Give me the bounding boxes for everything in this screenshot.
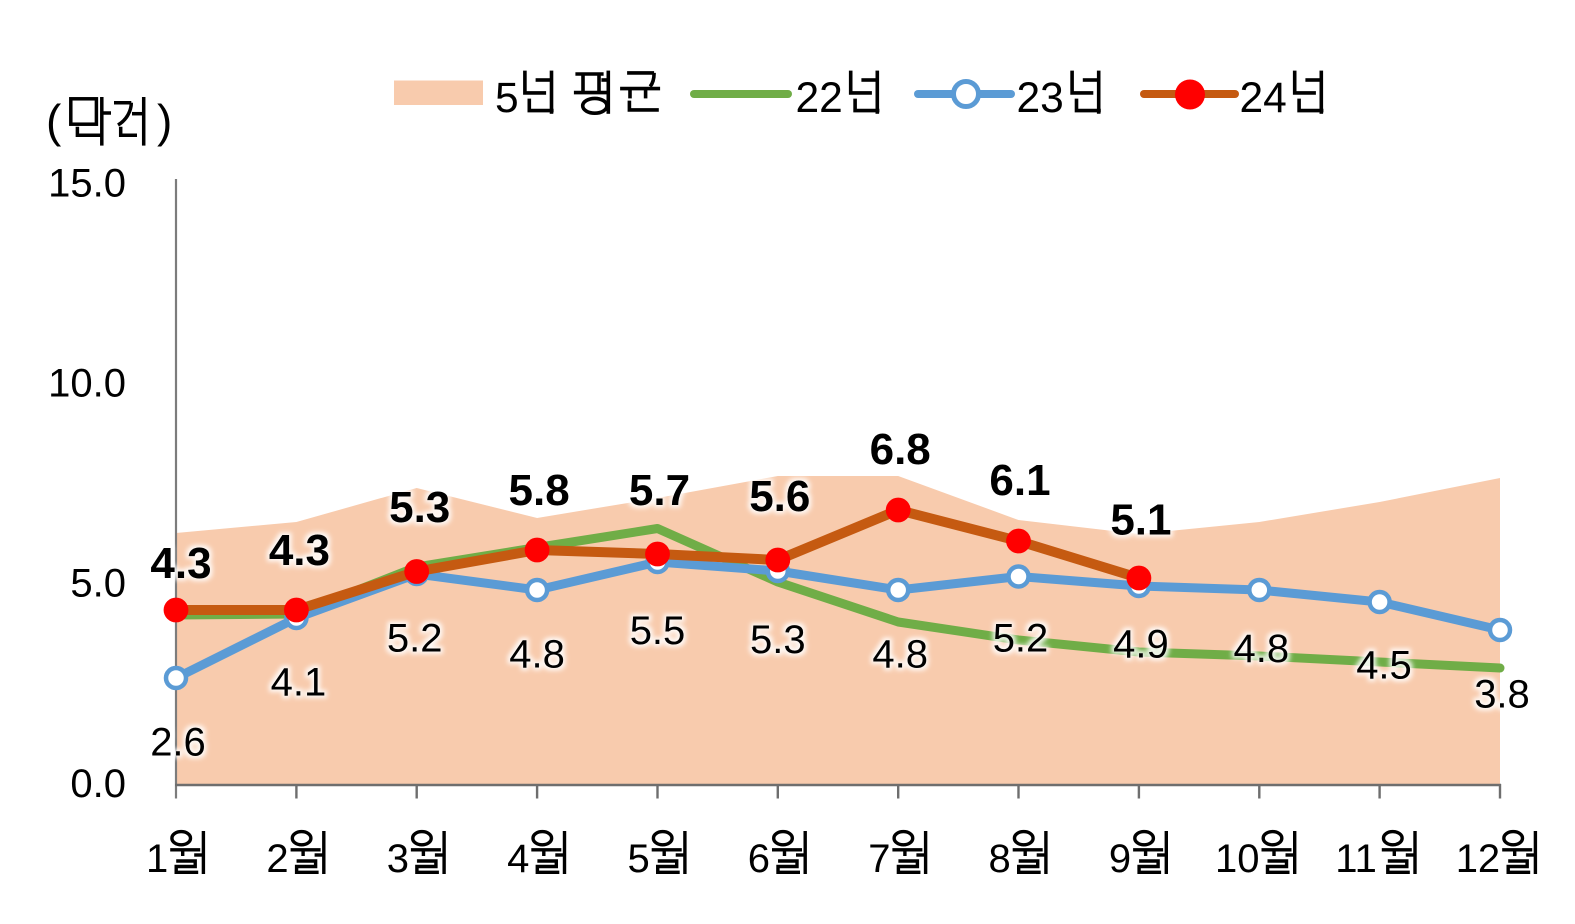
svg-text:5.7: 5.7 [629, 466, 690, 515]
svg-text:6.8: 6.8 [870, 425, 931, 474]
svg-text:1: 1 [146, 837, 168, 881]
svg-text:5.8: 5.8 [509, 466, 570, 515]
svg-text:4.3: 4.3 [269, 526, 330, 575]
svg-text:9: 9 [1109, 837, 1131, 881]
svg-text:5.2: 5.2 [387, 617, 443, 661]
svg-text:23: 23 [1017, 75, 1064, 122]
svg-text:4.8: 4.8 [1233, 627, 1289, 671]
svg-text:8: 8 [989, 837, 1011, 881]
svg-text:15.0: 15.0 [48, 162, 126, 206]
svg-text:5.3: 5.3 [389, 483, 450, 532]
svg-text:10: 10 [1215, 837, 1260, 881]
svg-text:3.8: 3.8 [1474, 673, 1530, 717]
svg-text:4.8: 4.8 [872, 633, 928, 677]
svg-text:5.0: 5.0 [70, 562, 126, 606]
svg-text:24: 24 [1240, 75, 1287, 122]
svg-text:0.0: 0.0 [70, 762, 126, 806]
svg-text:4.3: 4.3 [150, 539, 211, 588]
svg-text:11: 11 [1335, 837, 1377, 881]
svg-text:10.0: 10.0 [48, 362, 126, 406]
svg-text:4: 4 [507, 837, 529, 881]
svg-text:5.1: 5.1 [1110, 496, 1171, 545]
svg-text:5.5: 5.5 [630, 609, 686, 653]
svg-text:5.2: 5.2 [993, 617, 1049, 661]
svg-text:5.3: 5.3 [750, 618, 806, 662]
svg-text:): ) [157, 95, 172, 147]
svg-text:2: 2 [266, 837, 288, 881]
svg-text:2.6: 2.6 [150, 721, 206, 765]
svg-text:4.9: 4.9 [1113, 623, 1169, 667]
svg-text:5.6: 5.6 [749, 472, 810, 521]
svg-text:7: 7 [868, 837, 890, 881]
svg-text:4.1: 4.1 [271, 661, 327, 705]
svg-text:6.1: 6.1 [989, 456, 1050, 505]
svg-text:4.8: 4.8 [509, 633, 565, 677]
svg-text:6: 6 [748, 837, 770, 881]
svg-text:12: 12 [1456, 837, 1501, 881]
svg-text:5: 5 [495, 75, 519, 122]
svg-text:4.5: 4.5 [1356, 644, 1412, 688]
svg-text:3: 3 [387, 837, 409, 881]
svg-text:(: ( [46, 95, 62, 147]
svg-text:22: 22 [796, 75, 843, 122]
svg-text:5: 5 [628, 837, 650, 881]
